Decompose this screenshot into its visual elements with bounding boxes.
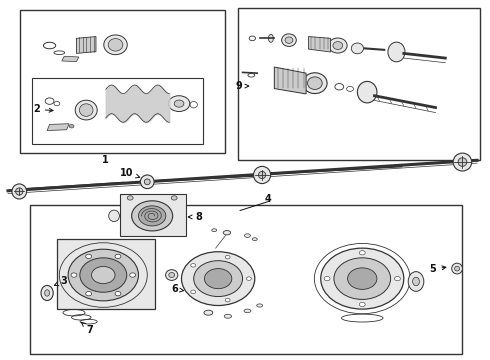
- Polygon shape: [76, 37, 96, 53]
- Ellipse shape: [413, 277, 419, 286]
- Bar: [121, 194, 186, 235]
- Circle shape: [324, 276, 330, 281]
- Circle shape: [181, 252, 255, 306]
- Circle shape: [92, 266, 115, 284]
- Circle shape: [359, 251, 365, 255]
- Polygon shape: [274, 67, 306, 94]
- Circle shape: [394, 276, 400, 281]
- Circle shape: [246, 277, 251, 280]
- Text: 10: 10: [120, 168, 140, 178]
- Text: 4: 4: [265, 194, 272, 204]
- Ellipse shape: [212, 229, 217, 231]
- Circle shape: [130, 273, 136, 277]
- Ellipse shape: [388, 42, 405, 62]
- Ellipse shape: [41, 285, 53, 301]
- Circle shape: [68, 249, 139, 301]
- Text: 3: 3: [54, 276, 68, 286]
- Ellipse shape: [223, 230, 231, 235]
- Ellipse shape: [169, 273, 174, 278]
- Ellipse shape: [141, 175, 154, 189]
- Polygon shape: [47, 124, 69, 131]
- Ellipse shape: [253, 166, 270, 184]
- Ellipse shape: [104, 35, 127, 55]
- Ellipse shape: [245, 234, 250, 237]
- Text: 7: 7: [81, 322, 94, 335]
- Ellipse shape: [408, 272, 424, 291]
- Circle shape: [86, 292, 92, 296]
- Polygon shape: [309, 37, 331, 52]
- Circle shape: [115, 292, 121, 296]
- Text: 5: 5: [430, 264, 446, 274]
- Circle shape: [71, 273, 77, 277]
- Circle shape: [69, 125, 74, 128]
- Circle shape: [132, 201, 172, 231]
- Ellipse shape: [329, 38, 347, 53]
- Ellipse shape: [224, 314, 232, 318]
- Circle shape: [359, 302, 365, 307]
- Bar: [32, 78, 203, 144]
- Ellipse shape: [16, 188, 23, 195]
- Ellipse shape: [257, 304, 263, 307]
- Ellipse shape: [108, 39, 123, 51]
- Ellipse shape: [357, 81, 377, 103]
- Ellipse shape: [45, 290, 49, 296]
- Ellipse shape: [12, 184, 26, 199]
- Ellipse shape: [351, 43, 364, 54]
- Circle shape: [225, 298, 230, 302]
- Ellipse shape: [458, 158, 467, 166]
- Ellipse shape: [204, 310, 213, 315]
- Circle shape: [86, 254, 92, 258]
- Ellipse shape: [145, 179, 150, 185]
- Circle shape: [139, 206, 166, 226]
- Bar: [20, 10, 225, 153]
- Ellipse shape: [455, 266, 460, 271]
- Circle shape: [115, 254, 121, 258]
- Ellipse shape: [285, 37, 293, 43]
- Bar: [57, 239, 155, 309]
- Circle shape: [168, 96, 190, 112]
- Ellipse shape: [282, 34, 296, 46]
- Text: 6: 6: [172, 284, 184, 294]
- Text: 2: 2: [33, 104, 53, 114]
- Ellipse shape: [252, 238, 257, 240]
- Text: 9: 9: [235, 81, 249, 91]
- Ellipse shape: [452, 263, 463, 274]
- Circle shape: [174, 100, 184, 107]
- Ellipse shape: [109, 210, 120, 222]
- Circle shape: [80, 258, 127, 292]
- Ellipse shape: [258, 171, 266, 179]
- Bar: [238, 8, 480, 160]
- Circle shape: [321, 248, 404, 309]
- Ellipse shape: [269, 35, 273, 42]
- Circle shape: [347, 268, 377, 289]
- Polygon shape: [62, 56, 79, 62]
- Ellipse shape: [166, 270, 178, 280]
- Ellipse shape: [333, 41, 343, 49]
- Circle shape: [191, 290, 196, 294]
- Ellipse shape: [303, 73, 327, 94]
- Circle shape: [191, 264, 196, 267]
- Ellipse shape: [308, 77, 322, 89]
- Circle shape: [225, 255, 230, 259]
- Bar: [30, 205, 463, 354]
- Ellipse shape: [244, 309, 251, 313]
- Ellipse shape: [79, 104, 93, 116]
- Circle shape: [204, 269, 232, 289]
- Circle shape: [127, 196, 133, 200]
- Ellipse shape: [453, 153, 472, 171]
- Text: 8: 8: [188, 212, 202, 222]
- Circle shape: [194, 261, 243, 297]
- Text: 1: 1: [102, 155, 109, 165]
- Circle shape: [171, 196, 177, 200]
- Circle shape: [334, 258, 391, 300]
- Ellipse shape: [75, 100, 97, 120]
